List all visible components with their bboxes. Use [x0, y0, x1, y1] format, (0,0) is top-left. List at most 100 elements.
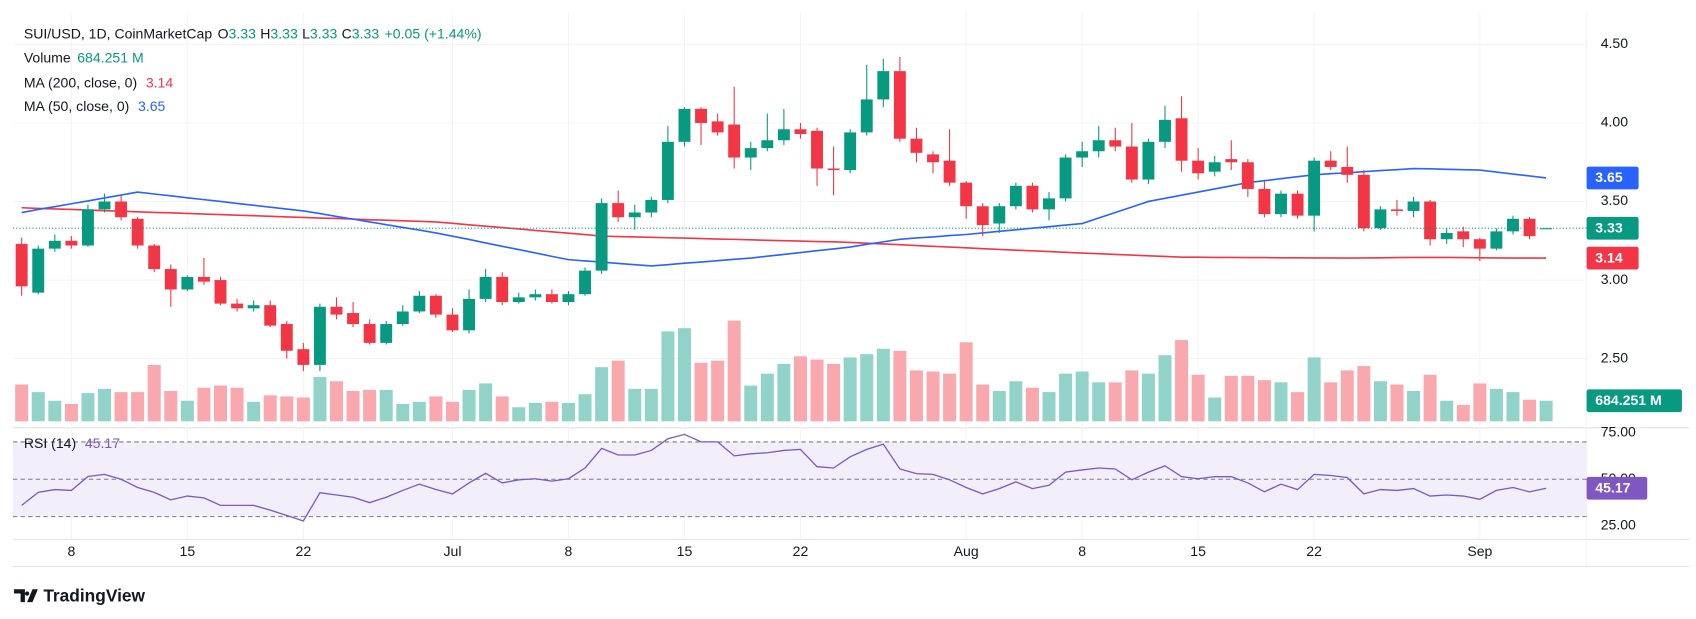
x-tick-label: Aug [954, 543, 979, 559]
volume-bar [595, 367, 609, 422]
candle-body [1142, 141, 1155, 180]
candle-body [993, 206, 1006, 224]
volume-bar [1075, 371, 1089, 422]
volume-bar [1440, 400, 1454, 422]
candle-body [794, 129, 807, 134]
volume-bar [1357, 366, 1371, 422]
legend-line: Volume 684.251 M [24, 49, 144, 65]
volume-bar [1423, 374, 1437, 422]
candle-body [1159, 119, 1171, 142]
legend-item: 684.251 M [77, 49, 143, 65]
candle-body [512, 297, 525, 303]
rsi-tick-label: 25.00 [1601, 517, 1636, 533]
rsi-line [21, 433, 1547, 522]
y-tick-label: 3.00 [1601, 271, 1629, 287]
candle-body [413, 295, 426, 312]
volume-bar [677, 328, 691, 422]
volume-bar [1324, 382, 1338, 422]
layer-rsi [12, 433, 1587, 522]
candle-body [612, 203, 625, 218]
ma-line [21, 206, 1547, 259]
volume-bar [98, 388, 112, 422]
volume-bar [379, 389, 393, 422]
rsi-legend: RSI (14) 45.17 [24, 435, 120, 451]
candle-body [827, 168, 840, 171]
volume-bar [644, 388, 658, 422]
candle-body [181, 276, 194, 290]
volume-bar [329, 381, 343, 422]
candle-body [1374, 209, 1387, 229]
rsi-band-fill [12, 441, 1587, 517]
volume-bar [396, 403, 410, 422]
volume-bar [1456, 405, 1470, 422]
legend-item: 3.33 [310, 25, 338, 41]
x-tick-label: 8 [67, 543, 75, 559]
candle-body [479, 276, 492, 299]
candle-body [1291, 193, 1304, 216]
legend-item: 3.33 [270, 25, 298, 41]
volume-bar [1274, 382, 1288, 422]
x-tick-label: 22 [793, 543, 809, 559]
candle-body [811, 130, 823, 169]
volume-bar [197, 387, 211, 422]
volume-bar [15, 384, 29, 422]
legend-item: H [260, 25, 270, 41]
candle-body [1258, 188, 1271, 215]
volume-bar [1257, 380, 1271, 422]
volume-bar [976, 384, 990, 422]
volume-bar [1523, 399, 1537, 422]
volume-bar [1158, 355, 1172, 422]
rsi-tick-label: 75.00 [1601, 423, 1636, 439]
candle-body [131, 218, 144, 246]
volume-bar [744, 385, 758, 422]
logo: TradingView [14, 585, 146, 605]
candle-body [976, 206, 989, 226]
candle-body [711, 121, 724, 133]
legend-item: +0.05 (+1.44%) [385, 25, 482, 41]
candle-body [1026, 185, 1039, 210]
candle-body [197, 276, 210, 282]
volume-bar [1175, 340, 1189, 422]
candle-body [1407, 201, 1420, 211]
x-tick-label: Sep [1467, 543, 1492, 559]
volume-bar [429, 396, 443, 422]
volume-bar [628, 388, 642, 422]
candle-body [927, 154, 939, 163]
volume-bar [876, 348, 890, 422]
candle-body [1009, 185, 1022, 207]
volume-bar [64, 403, 78, 422]
volume-bar [1241, 375, 1255, 422]
candle-body [595, 203, 608, 271]
candle-body [164, 269, 177, 290]
volume-bar [1489, 388, 1503, 422]
last-price-tag: 3.33 [1595, 219, 1623, 235]
volume-bar [31, 392, 45, 422]
volume-bar [909, 370, 923, 422]
volume-bar [48, 400, 62, 422]
legend-item: 3.14 [146, 74, 174, 90]
candle-body [32, 248, 45, 293]
volume-bar [926, 371, 940, 422]
candle-body [347, 313, 360, 325]
candle-body [1059, 157, 1072, 199]
volume-bar [943, 373, 957, 422]
last-price-tag-bg [1586, 216, 1639, 240]
x-tick-label: 8 [565, 543, 573, 559]
ma50-tag-bg [1586, 166, 1639, 190]
candle-body [562, 294, 575, 303]
volume-bar [528, 402, 542, 422]
volume-bar [992, 390, 1006, 422]
layer-legend: SUI/USD, 1D, CoinMarketCap O3.33 H3.33 L3.3… [24, 25, 482, 450]
candle-body [960, 182, 973, 207]
candle-body [1208, 162, 1221, 172]
candle-body [363, 324, 376, 343]
volume-bar [727, 320, 741, 422]
logo-mark [14, 589, 38, 603]
volume-bar [147, 365, 161, 422]
layer-lines [21, 167, 1547, 267]
volume-bar [230, 387, 244, 422]
candle-body [678, 108, 691, 142]
volume-bar [1125, 370, 1139, 422]
